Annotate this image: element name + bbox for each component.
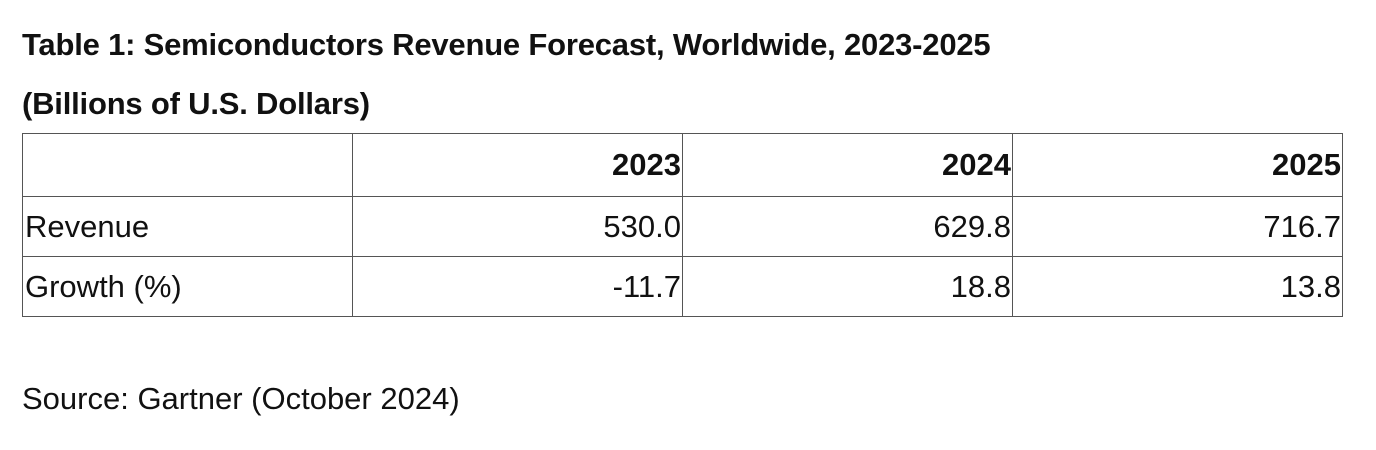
- header-cell-2025: 2025: [1012, 133, 1343, 197]
- header-cell-empty: [22, 133, 353, 197]
- header-cell-2023: 2023: [352, 133, 683, 197]
- table-header-row: 2023 2024 2025: [22, 133, 1343, 197]
- revenue-2023: 530.0: [352, 196, 683, 257]
- header-cell-2024: 2024: [682, 133, 1013, 197]
- table-subtitle: (Billions of U.S. Dollars): [22, 86, 370, 121]
- growth-2023: -11.7: [352, 256, 683, 317]
- row-label-growth: Growth (%): [22, 256, 353, 317]
- revenue-2025: 716.7: [1012, 196, 1343, 257]
- row-label-revenue: Revenue: [22, 196, 353, 257]
- table-row: Growth (%) -11.7 18.8 13.8: [22, 256, 1343, 317]
- document: Table 1: Semiconductors Revenue Forecast…: [22, 24, 1343, 419]
- growth-2025: 13.8: [1012, 256, 1343, 317]
- table-title: Table 1: Semiconductors Revenue Forecast…: [22, 27, 991, 62]
- forecast-table: 2023 2024 2025 Revenue 530.0 629.8 716.7…: [22, 133, 1343, 317]
- source-note: Source: Gartner (October 2024): [22, 381, 460, 416]
- table-row: Revenue 530.0 629.8 716.7: [22, 196, 1343, 257]
- revenue-2024: 629.8: [682, 196, 1013, 257]
- growth-2024: 18.8: [682, 256, 1013, 317]
